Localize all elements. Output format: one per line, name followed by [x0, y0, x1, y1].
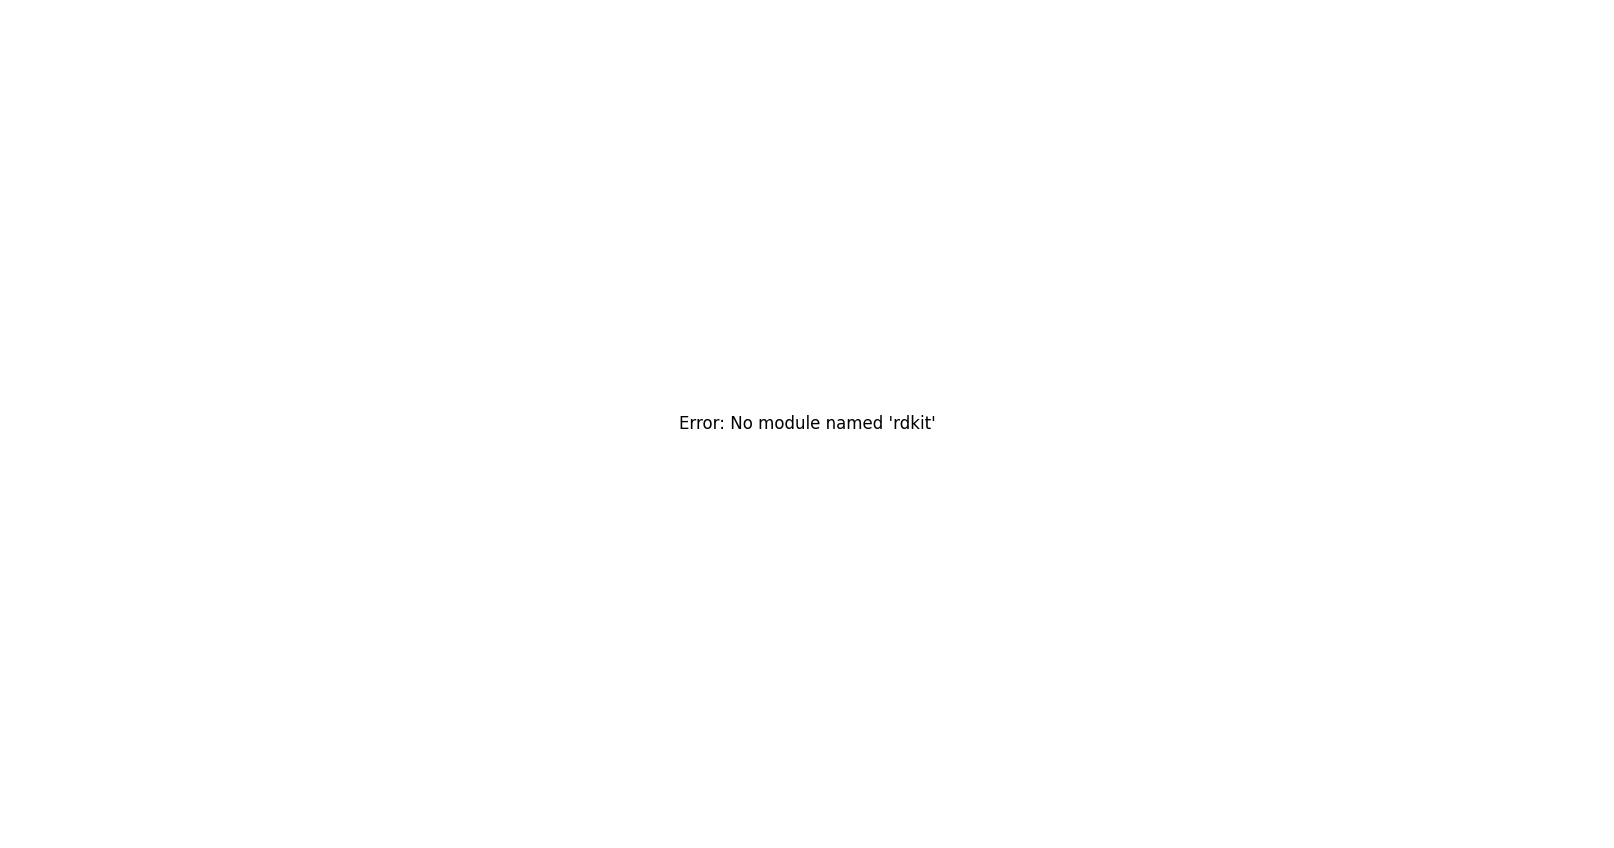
Text: Error: No module named 'rdkit': Error: No module named 'rdkit': [678, 415, 936, 433]
